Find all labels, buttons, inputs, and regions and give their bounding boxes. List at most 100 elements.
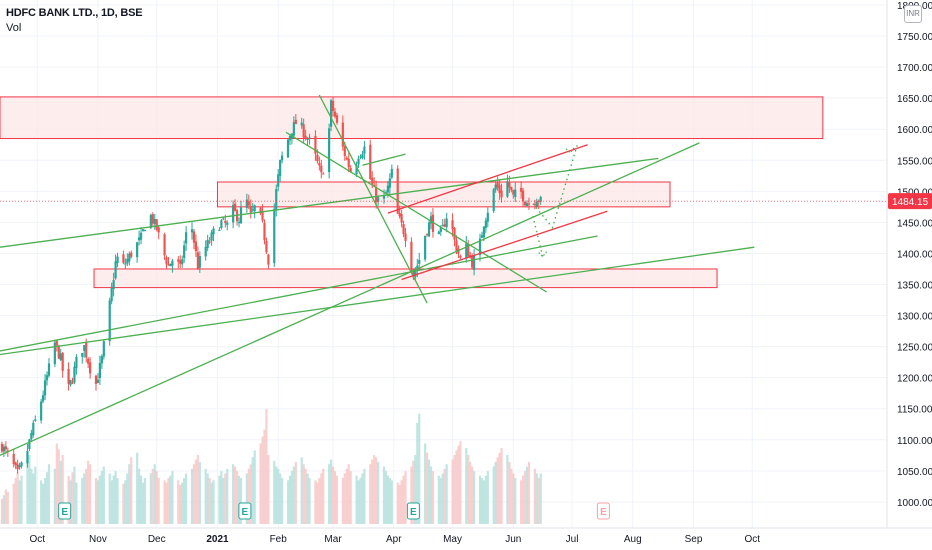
volume-bar [30,468,33,524]
y-tick-label: 1750.00 [897,32,932,43]
volume-bar [384,471,388,524]
volume-bar [151,468,154,524]
volume-bar [114,471,117,524]
candle-body [0,443,4,452]
candle-body [286,139,290,158]
x-tick-label: 2021 [206,534,229,545]
candle-body [439,227,442,232]
candle-body [388,178,391,188]
candle-body [373,184,376,187]
candle-body [28,439,31,450]
volume-bar [300,457,303,524]
candle-body [498,185,501,193]
candle-body [4,446,7,450]
volume-bar [486,471,489,524]
candle-body [410,241,413,269]
volume-bar [347,464,350,524]
currency-badge[interactable]: INR [904,5,922,23]
volume-bar [139,475,143,524]
candle-body [126,258,129,264]
volume-bar [304,468,307,524]
volume-bar [71,472,74,524]
volume-bar [206,473,209,524]
volume-bar [55,443,58,524]
y-tick-label: 1250.00 [897,343,932,354]
candle-body [167,264,170,266]
candle-body [130,252,133,257]
candle-body [510,186,513,191]
y-tick-label: 1350.00 [897,280,932,291]
candle-body [124,263,127,265]
candle-body [377,197,380,202]
candle-body [275,189,278,210]
volume-bar [453,455,456,524]
volume-legend-label[interactable]: Vol [6,22,22,34]
volume-bar [165,482,168,524]
candle-body [267,254,270,265]
candle-body [251,209,254,211]
candle-body [43,380,47,396]
candle-body [157,227,160,233]
trendline [401,210,608,281]
candle-body [226,222,229,225]
candle-body [363,146,366,154]
candle-body [98,363,102,378]
candle-body [108,300,111,342]
candle-body [114,261,117,279]
symbol-title[interactable]: HDFC BANK LTD., 1D, BSE [6,7,143,19]
trendline [362,153,406,166]
candle-body [535,201,538,207]
volume-bar [471,466,474,524]
volume-bar [177,480,180,524]
candle-body [163,234,166,256]
candle-body [232,204,235,223]
volume-bar [386,475,390,524]
volume-bar [67,475,70,524]
volume-bar [237,475,241,524]
volume-bar [288,475,292,524]
earnings-marker: E [406,502,420,520]
candle-body [102,341,105,357]
volume-bar [316,482,319,524]
candle-body [222,218,225,220]
candle-body [500,190,503,198]
candle-body [537,200,540,202]
volume-bar [329,459,333,524]
x-tick-label: May [443,534,462,545]
candle-body [402,224,405,235]
candle-body [20,462,23,467]
trendline [0,157,659,248]
candle-body [185,232,188,244]
candle-body [480,235,484,238]
volume-bar [537,478,540,524]
candle-body [390,168,393,178]
volume-bar [361,473,364,524]
volume-bar [183,478,186,524]
candle-body [69,379,72,385]
candle-body [218,230,221,232]
candle-body [273,208,276,264]
volume-bar [18,480,21,524]
candle-body [441,224,444,227]
candle-body [304,135,307,139]
volume-bar [494,461,497,524]
volume-bar [355,475,358,524]
volume-bar [398,484,401,524]
candle-body [2,446,6,452]
volume-bar [322,468,325,524]
volume-bar [85,468,88,524]
candle-body [331,100,335,112]
candle-body [281,155,284,161]
candle-body [459,255,462,258]
volume-bar [496,457,499,524]
price-zones [0,96,824,289]
candle-body [525,203,529,207]
volume-bar [527,461,531,524]
volume-bar [510,468,513,524]
trendline [0,142,700,457]
volume-bar [98,475,102,524]
volume-bar [220,471,223,524]
volume-bar [251,457,254,524]
volume-bar [439,478,442,524]
